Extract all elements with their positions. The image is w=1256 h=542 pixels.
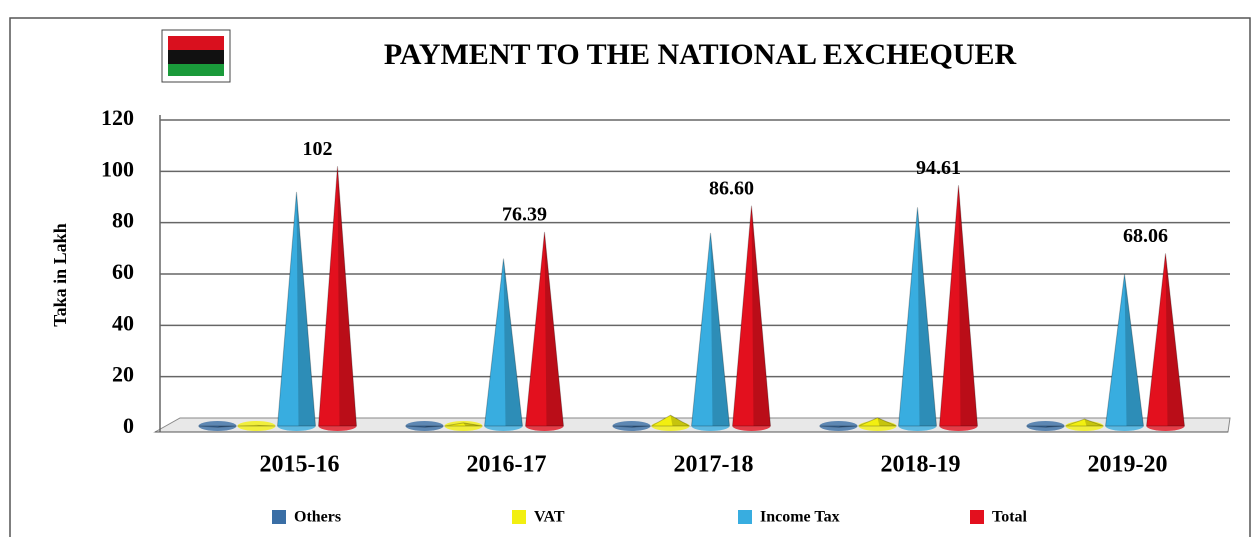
y-tick-label: 0	[123, 413, 134, 438]
cone-shade	[670, 415, 690, 426]
value-label: 68.06	[1123, 225, 1168, 247]
legend-swatch	[512, 510, 526, 524]
cone	[897, 207, 938, 427]
cone	[1026, 425, 1065, 428]
cone	[524, 231, 565, 427]
x-tick-label: 2017-18	[674, 452, 754, 478]
y-tick-label: 60	[112, 259, 134, 284]
cone	[317, 166, 358, 427]
x-tick-label: 2016-17	[467, 452, 547, 478]
cone	[444, 422, 483, 427]
value-label: 102	[303, 138, 333, 160]
legend-label: Total	[992, 509, 1028, 526]
cone-shade	[751, 205, 771, 426]
cone	[649, 414, 692, 427]
y-axis-label: Taka in Lakh	[50, 223, 70, 326]
cone-shade	[877, 417, 897, 426]
legend-swatch	[970, 510, 984, 524]
cone	[237, 424, 276, 427]
cone-shade	[958, 185, 978, 426]
legend-label: VAT	[534, 509, 565, 526]
cone-shade	[917, 207, 937, 426]
cone-shade	[503, 258, 523, 426]
cone	[731, 205, 772, 427]
cone-shade	[544, 231, 564, 426]
legend-label: Income Tax	[760, 509, 840, 526]
cone-shade	[217, 426, 237, 428]
y-tick-label: 40	[112, 310, 134, 335]
cone-shade	[1045, 426, 1065, 428]
cone	[1065, 418, 1104, 427]
cone-shade	[710, 232, 730, 426]
cone-shade	[1165, 253, 1185, 426]
cone	[819, 425, 858, 428]
legend-swatch	[738, 510, 752, 524]
chart-title: PAYMENT TO THE NATIONAL EXCHEQUER	[384, 38, 1017, 71]
cone	[276, 191, 317, 427]
cone-shade	[838, 426, 858, 428]
cone	[612, 425, 651, 428]
cone-shade	[256, 425, 276, 426]
cone	[198, 425, 237, 428]
cone	[405, 425, 444, 428]
cone-shade	[631, 426, 651, 428]
x-tick-label: 2015-16	[260, 452, 340, 478]
cone	[858, 417, 897, 427]
y-tick-label: 100	[101, 156, 134, 181]
value-label: 86.60	[709, 177, 754, 199]
frame	[9, 17, 1251, 542]
y-tick-label: 80	[112, 208, 134, 233]
legend-swatch	[272, 510, 286, 524]
legend-label: Others	[294, 509, 341, 526]
cone-shade	[463, 422, 483, 426]
x-tick-label: 2018-19	[881, 452, 961, 478]
cone	[1104, 273, 1145, 427]
cone	[483, 258, 524, 427]
y-tick-label: 20	[112, 362, 134, 387]
cone	[690, 232, 731, 427]
logo	[161, 29, 231, 83]
value-label: 94.61	[916, 157, 961, 179]
cone-shade	[424, 426, 444, 428]
cone	[1145, 253, 1186, 427]
cone-shade	[296, 191, 316, 426]
cone-shade	[1124, 274, 1144, 426]
cone-shade	[337, 166, 357, 426]
y-tick-label: 120	[101, 105, 134, 130]
value-label: 76.39	[502, 204, 547, 226]
cone	[938, 185, 979, 427]
cone-shade	[1084, 419, 1104, 426]
x-tick-label: 2019-20	[1088, 452, 1168, 478]
